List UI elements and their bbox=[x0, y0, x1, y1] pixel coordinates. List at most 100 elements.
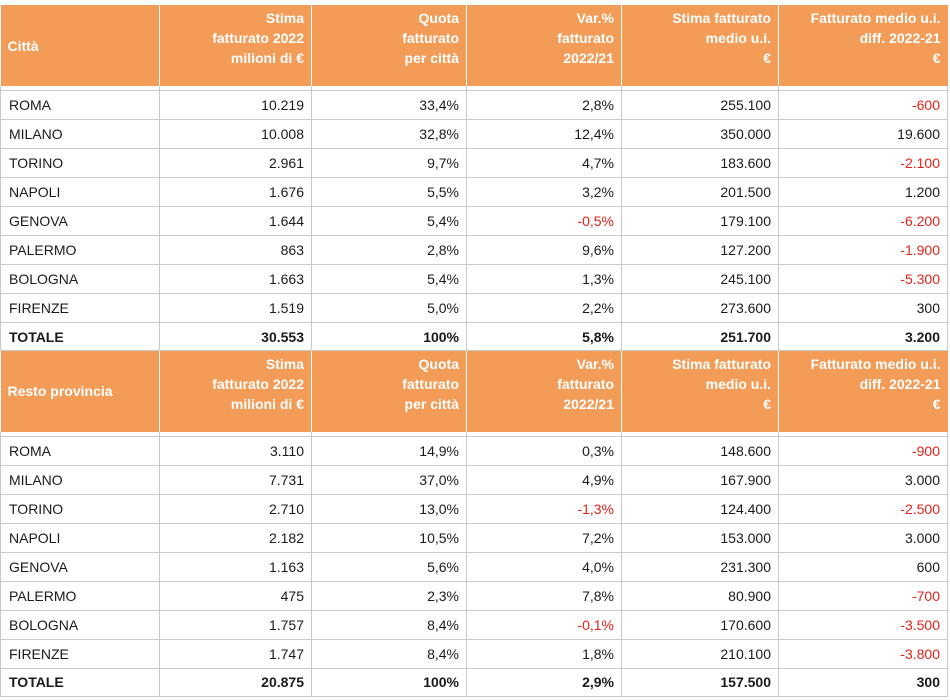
cell-var-fatturato: 4,9% bbox=[466, 464, 622, 495]
cell-quota-fatturato: 14,9% bbox=[311, 435, 467, 466]
spacer-cell bbox=[778, 86, 948, 91]
cell-stima-medio: 124.400 bbox=[621, 493, 779, 524]
header-stima-medio: Stima fatturato medio u.i. € bbox=[621, 5, 779, 86]
table-row: BOLOGNA 1.757 8,4% -0,1% 170.600 -3.500 bbox=[0, 609, 948, 640]
cell-fatturato-diff: 300 bbox=[778, 667, 948, 697]
table-row: GENOVA 1.644 5,4% -0,5% 179.100 -6.200 bbox=[0, 206, 948, 236]
cell-fatturato-diff: 300 bbox=[778, 293, 948, 323]
cell-city: ROMA bbox=[0, 90, 160, 120]
cell-stima-medio: 350.000 bbox=[621, 119, 779, 149]
cell-stima-fatturato: 1.663 bbox=[159, 264, 312, 294]
cell-city: TORINO bbox=[0, 148, 160, 178]
cell-stima-medio: 231.300 bbox=[621, 551, 779, 582]
cell-city: FIRENZE bbox=[0, 293, 160, 323]
sales-table-sheet: Città Stima fatturato 2022 milioni di € Quot… bbox=[0, 5, 948, 697]
table-row: NAPOLI 2.182 10,5% 7,2% 153.000 3.000 bbox=[0, 522, 948, 553]
cell-stima-fatturato: 475 bbox=[159, 580, 312, 611]
header-line: Stima bbox=[265, 10, 304, 26]
header-line: fatturato bbox=[402, 376, 459, 392]
cell-quota-fatturato: 37,0% bbox=[311, 464, 467, 495]
cell-city: BOLOGNA bbox=[0, 609, 160, 640]
cell-fatturato-diff: 1.200 bbox=[778, 177, 948, 207]
cell-city: NAPOLI bbox=[0, 522, 160, 553]
cell-var-fatturato: -0,5% bbox=[466, 206, 622, 236]
cell-fatturato-diff: -600 bbox=[778, 90, 948, 120]
cell-city: NAPOLI bbox=[0, 177, 160, 207]
table-row: TORINO 2.961 9,7% 4,7% 183.600 -2.100 bbox=[0, 148, 948, 178]
cell-fatturato-diff: -1.900 bbox=[778, 235, 948, 265]
cell-stima-fatturato: 2.961 bbox=[159, 148, 312, 178]
header-line: Fatturato medio u.i. bbox=[810, 10, 941, 26]
cell-fatturato-diff: 3.200 bbox=[778, 322, 948, 351]
header-row: Città Stima fatturato 2022 milioni di € Quot… bbox=[0, 5, 948, 86]
cell-fatturato-diff: -3.500 bbox=[778, 609, 948, 640]
cell-var-fatturato: 7,2% bbox=[466, 522, 622, 553]
cell-quota-fatturato: 10,5% bbox=[311, 522, 467, 553]
header-line: fatturato bbox=[557, 376, 614, 392]
cell-stima-fatturato: 3.110 bbox=[159, 435, 312, 466]
header-line: milioni di € bbox=[230, 396, 304, 412]
cell-stima-fatturato: 1.519 bbox=[159, 293, 312, 323]
cell-quota-fatturato: 100% bbox=[311, 322, 467, 351]
cell-fatturato-diff: -5.300 bbox=[778, 264, 948, 294]
cell-quota-fatturato: 2,3% bbox=[311, 580, 467, 611]
cell-var-fatturato: 4,0% bbox=[466, 551, 622, 582]
cell-var-fatturato: 12,4% bbox=[466, 119, 622, 149]
header-fatturato-diff: Fatturato medio u.i. diff. 2022-21 € bbox=[778, 350, 948, 432]
cell-fatturato-diff: -2.100 bbox=[778, 148, 948, 178]
cell-stima-fatturato: 863 bbox=[159, 235, 312, 265]
cell-city: PALERMO bbox=[0, 235, 160, 265]
header-line: € bbox=[932, 396, 941, 412]
header-var-fatturato: Var.% fatturato 2022/21 bbox=[466, 350, 622, 432]
cell-quota-fatturato: 8,4% bbox=[311, 609, 467, 640]
header-line: Quota bbox=[418, 356, 459, 372]
cell-quota-fatturato: 32,8% bbox=[311, 119, 467, 149]
spacer-cell bbox=[778, 431, 948, 436]
header-line: Fatturato medio u.i. bbox=[810, 356, 941, 372]
cell-stima-medio: 255.100 bbox=[621, 90, 779, 120]
header-var-fatturato: Var.% fatturato 2022/21 bbox=[466, 5, 622, 86]
cell-stima-medio: 245.100 bbox=[621, 264, 779, 294]
cell-fatturato-diff: 19.600 bbox=[778, 119, 948, 149]
cell-var-fatturato: -0,1% bbox=[466, 609, 622, 640]
cell-var-fatturato: 1,8% bbox=[466, 638, 622, 669]
cell-stima-fatturato: 1.747 bbox=[159, 638, 312, 669]
cell-stima-medio: 170.600 bbox=[621, 609, 779, 640]
header-line: per città bbox=[404, 50, 459, 66]
cell-quota-fatturato: 5,6% bbox=[311, 551, 467, 582]
header-line: medio u.i. bbox=[705, 30, 771, 46]
cell-stima-fatturato: 10.219 bbox=[159, 90, 312, 120]
header-line: fatturato bbox=[557, 30, 614, 46]
table-row: MILANO 10.008 32,8% 12,4% 350.000 19.600 bbox=[0, 119, 948, 149]
cell-fatturato-diff: -700 bbox=[778, 580, 948, 611]
cell-fatturato-diff: -2.500 bbox=[778, 493, 948, 524]
cell-fatturato-diff: 3.000 bbox=[778, 522, 948, 553]
cell-stima-medio: 201.500 bbox=[621, 177, 779, 207]
cell-stima-medio: 157.500 bbox=[621, 667, 779, 697]
cell-var-fatturato: 3,2% bbox=[466, 177, 622, 207]
header-line: € bbox=[763, 396, 771, 412]
cell-var-fatturato: -1,3% bbox=[466, 493, 622, 524]
header-stima-fatturato: Stima fatturato 2022 milioni di € bbox=[159, 350, 312, 432]
cell-quota-fatturato: 2,8% bbox=[311, 235, 467, 265]
header-line: 2022/21 bbox=[563, 50, 614, 66]
table-row: TORINO 2.710 13,0% -1,3% 124.400 -2.500 bbox=[0, 493, 948, 524]
cell-quota-fatturato: 33,4% bbox=[311, 90, 467, 120]
cell-var-fatturato: 2,9% bbox=[466, 667, 622, 697]
fatturato-table: Città Stima fatturato 2022 milioni di € Quot… bbox=[0, 5, 948, 697]
cell-quota-fatturato: 5,4% bbox=[311, 264, 467, 294]
spacer-row bbox=[0, 86, 948, 91]
cell-stima-medio: 183.600 bbox=[621, 148, 779, 178]
cell-city: FIRENZE bbox=[0, 638, 160, 669]
cell-var-fatturato: 2,2% bbox=[466, 293, 622, 323]
cell-var-fatturato: 4,7% bbox=[466, 148, 622, 178]
cell-stima-medio: 80.900 bbox=[621, 580, 779, 611]
table-row: FIRENZE 1.747 8,4% 1,8% 210.100 -3.800 bbox=[0, 638, 948, 669]
cell-quota-fatturato: 9,7% bbox=[311, 148, 467, 178]
cell-city: TOTALE bbox=[0, 667, 160, 697]
cell-var-fatturato: 1,3% bbox=[466, 264, 622, 294]
header-line: Stima fatturato bbox=[672, 10, 771, 26]
header-stima-medio: Stima fatturato medio u.i. € bbox=[621, 350, 779, 432]
header-line: fatturato 2022 bbox=[212, 30, 304, 46]
cell-stima-fatturato: 1.644 bbox=[159, 206, 312, 236]
